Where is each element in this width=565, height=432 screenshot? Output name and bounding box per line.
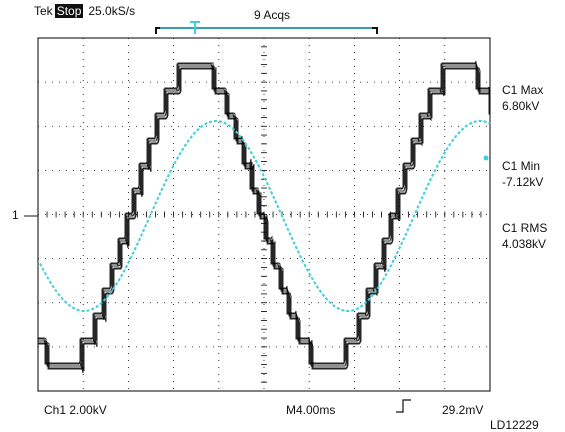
acquisition-count: 9 Acqs bbox=[254, 8, 291, 22]
figure-id: LD12229 bbox=[490, 418, 539, 432]
status-bar: Tek Stop 25.0kS/s bbox=[34, 4, 135, 18]
sine-trace bbox=[39, 120, 491, 312]
measurement-min: C1 Min -7.12kV bbox=[502, 158, 543, 190]
measurement-value: 6.80kV bbox=[502, 99, 540, 113]
sine-waveform bbox=[39, 120, 491, 312]
stepped-trace bbox=[38, 68, 490, 374]
run-stop-badge[interactable]: Stop bbox=[54, 4, 84, 18]
record-bracket bbox=[155, 27, 378, 34]
sample-rate: 25.0kS/s bbox=[88, 4, 136, 18]
channel1-marker: 1 bbox=[12, 208, 19, 222]
trigger-marker-icon[interactable] bbox=[190, 21, 200, 34]
measurement-max: C1 Max 6.80kV bbox=[502, 82, 543, 114]
measurement-value: 4.038kV bbox=[502, 237, 547, 251]
stepped-trace bbox=[38, 62, 491, 367]
timebase: M4.00ms bbox=[286, 403, 336, 417]
measurement-label: C1 RMS bbox=[502, 221, 548, 235]
rising-edge-trigger-icon bbox=[396, 399, 411, 413]
measurement-label: C1 Min bbox=[502, 159, 541, 173]
measurement-rms: C1 RMS 4.038kV bbox=[502, 220, 547, 252]
stepped-waveform bbox=[38, 60, 491, 374]
sine-trace-marker bbox=[483, 155, 489, 161]
brand-label: Tek bbox=[34, 4, 53, 18]
measurement-label: C1 Max bbox=[502, 83, 544, 97]
measurement-value: -7.12kV bbox=[502, 175, 544, 189]
trigger-level: 29.2mV bbox=[442, 403, 484, 417]
stepped-trace bbox=[38, 60, 490, 365]
channel1-scale: Ch1 2.00kV bbox=[44, 403, 107, 417]
